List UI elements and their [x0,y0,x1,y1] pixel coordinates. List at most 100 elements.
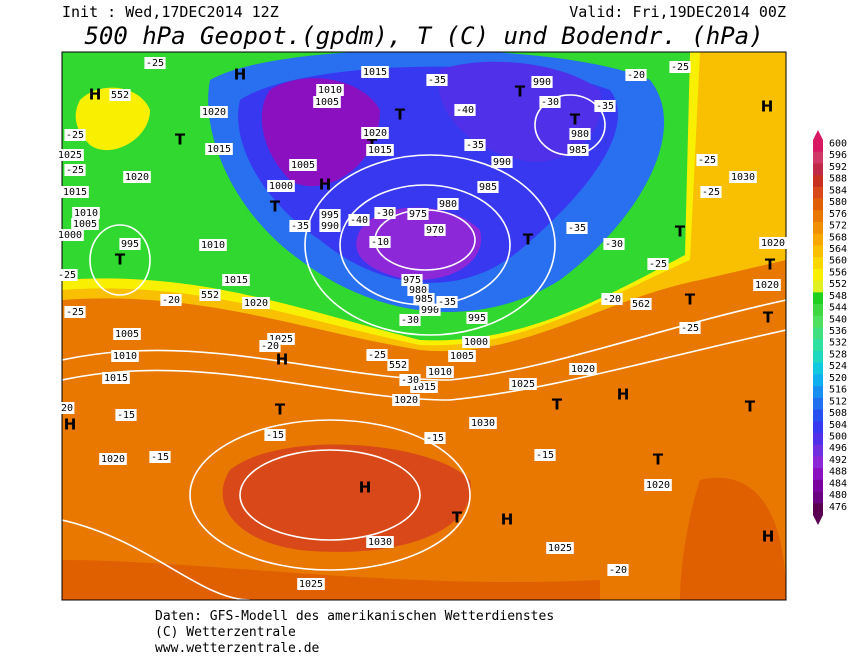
contour-label: 1005 [115,329,139,340]
colorbar-swatch [813,268,823,281]
colorbar-swatch [813,233,823,246]
label-box [115,409,137,421]
label-box [144,57,166,69]
contour-label: 990 [493,157,511,168]
label-box [113,328,141,340]
colorbar-label: 540 [829,314,847,325]
label-box [392,394,420,406]
label-box [477,181,499,193]
contour-label: 1015 [412,382,436,393]
label-box [454,104,476,116]
colorbar-label: 532 [829,338,847,349]
label-box [259,340,281,352]
label-box [199,239,227,251]
contour-label: -35 [291,221,309,232]
label-box [56,269,78,281]
label-box [149,451,171,463]
colorbar-swatch [813,304,823,317]
contour-label: 990 [421,305,439,316]
label-box [601,293,623,305]
label-box [289,220,311,232]
label-box [424,432,446,444]
contour-label: 1020 [571,364,595,375]
contour-label: 1000 [464,337,488,348]
pressure-center: T [763,309,774,327]
colorbar-swatch [813,292,823,305]
label-box [72,207,100,219]
colorbar-label: 516 [829,385,847,396]
colorbar-swatch [813,362,823,375]
contour-label: 1020 [244,298,268,309]
contour-label: 980 [571,129,589,140]
contour-label: 552 [111,90,129,101]
contour-label: 985 [479,182,497,193]
contour-label: 20 [61,403,73,414]
label-box [242,297,270,309]
colorbar-swatch [813,140,823,153]
pressure-center: T [745,398,756,416]
contour-label: 552 [389,360,407,371]
contour-label: -25 [368,350,386,361]
label-box [603,238,625,250]
label-box [569,128,591,140]
footer-line: Daten: GFS-Modell des amerikanischen Wet… [155,609,554,624]
label-box [696,154,718,166]
label-box [448,350,476,362]
contour-label: 1020 [125,172,149,183]
label-box [319,220,341,232]
pressure-center: H [761,98,774,116]
valid-time: Valid: Fri,19DEC2014 00Z [569,3,786,21]
colorbar-swatch [813,374,823,387]
colorbar-swatch [813,327,823,340]
label-box [491,156,513,168]
label-box [361,66,389,78]
colorbar-swatch [813,280,823,293]
contour-label: 1020 [202,107,226,118]
label-box [469,417,497,429]
label-box [669,61,691,73]
contour-label: 1010 [74,208,98,219]
contour-label: 1015 [363,67,387,78]
label-box [64,129,86,141]
label-box [607,564,629,576]
label-box [466,312,488,324]
label-box [509,378,537,390]
pressure-center: T [685,291,696,309]
colorbar-bottom-arrow [813,515,823,525]
contour-label: 1005 [73,219,97,230]
contour-label: 1015 [224,275,248,286]
label-box [753,279,781,291]
colorbar-swatch [813,479,823,492]
contour-label: 552 [201,290,219,301]
contour-label: -30 [605,239,623,250]
label-box [426,366,454,378]
label-box [64,164,86,176]
contour-label: 975 [403,275,421,286]
map-field [62,52,786,600]
label-box [111,350,139,362]
contour-label: -35 [596,101,614,112]
colorbar-label: 556 [829,267,847,278]
contour-label: 1030 [368,537,392,548]
colorbar-swatch [813,456,823,469]
map-frame [61,51,787,601]
colorbar-swatch [813,409,823,422]
contour-label: -25 [66,165,84,176]
contour-label: 1030 [731,172,755,183]
colorbar-label: 544 [829,303,847,314]
label-box [59,402,75,414]
colorbar-label: 484 [829,478,847,489]
pressure-center: H [617,386,630,404]
pressure-center: H [64,416,77,434]
label-box [71,218,99,230]
label-box [61,186,89,198]
pressure-center: T [452,509,463,527]
contour-label: -25 [66,130,84,141]
colorbar-swatch [813,503,823,516]
label-box [539,96,561,108]
label-box [222,274,250,286]
colorbar-swatch [813,444,823,457]
colorbar-label: 492 [829,455,847,466]
label-box [399,374,421,386]
contour-label: -25 [66,307,84,318]
